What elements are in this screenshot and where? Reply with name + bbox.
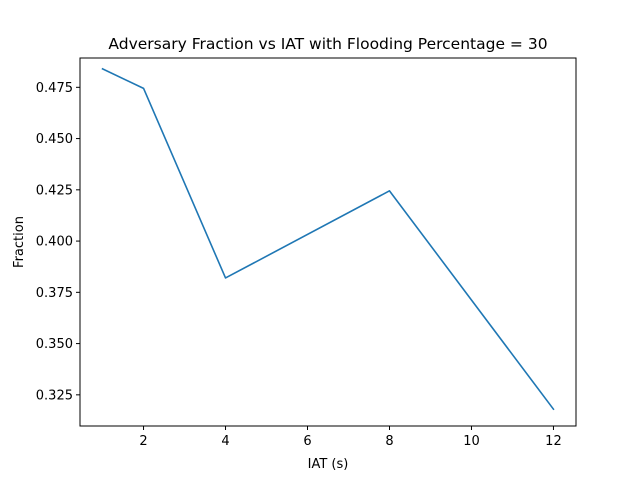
- chart-title: Adversary Fraction vs IAT with Flooding …: [108, 35, 547, 53]
- x-tick-label: 10: [463, 434, 480, 449]
- x-tick-label: 4: [221, 434, 229, 449]
- x-tick-label: 8: [385, 434, 393, 449]
- y-tick-label: 0.375: [36, 286, 73, 301]
- plot-frame: [79, 57, 577, 427]
- x-tick-label: 2: [139, 434, 147, 449]
- series-line-1: [101, 67, 555, 411]
- plot-area: [101, 67, 555, 411]
- y-tick-label: 0.350: [36, 337, 73, 352]
- x-tick-label: 6: [303, 434, 311, 449]
- y-tick-label: 0.400: [36, 235, 73, 250]
- x-axis: 2 4 6 8 10 12: [139, 426, 562, 449]
- x-axis-label: IAT (s): [308, 457, 349, 472]
- y-axis: 0.325 0.350 0.375 0.400 0.425 0.450 0.475: [36, 81, 80, 403]
- y-tick-label: 0.475: [36, 81, 73, 96]
- y-tick-label: 0.425: [36, 183, 73, 198]
- x-tick-label: 12: [545, 434, 562, 449]
- y-tick-label: 0.325: [36, 388, 73, 403]
- y-tick-label: 0.450: [36, 132, 73, 147]
- y-axis-label: Fraction: [12, 216, 27, 268]
